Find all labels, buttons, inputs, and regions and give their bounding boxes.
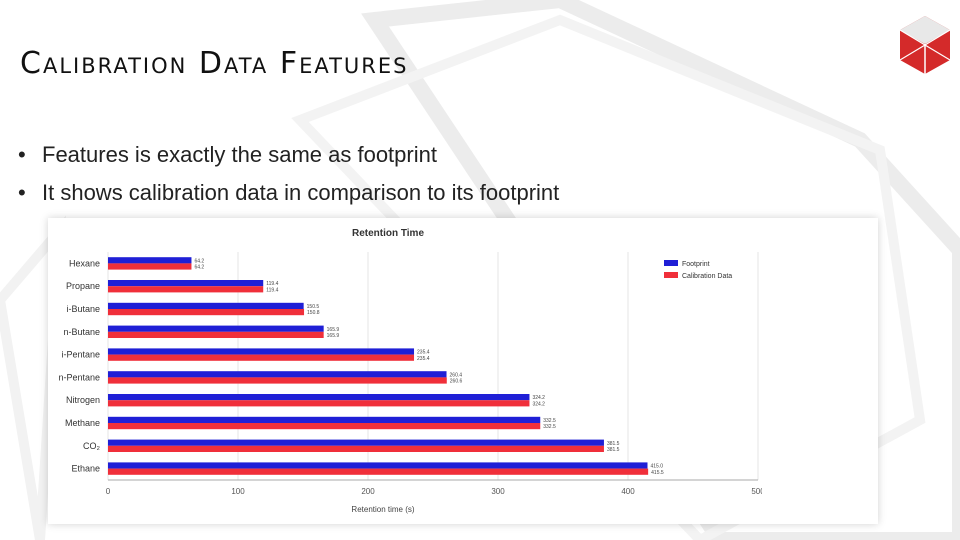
data-label: 332.5: [543, 424, 556, 430]
category-label: n-Butane: [63, 327, 100, 337]
bar-calibration: [108, 331, 324, 338]
bullet-text: Features is exactly the same as footprin…: [42, 142, 437, 167]
bar-footprint: [108, 462, 648, 469]
bullet-list: • Features is exactly the same as footpri…: [18, 136, 559, 212]
data-label: 381.5: [607, 441, 620, 447]
x-tick-label: 0: [106, 487, 111, 496]
slide-title: Calibration Data Features: [20, 46, 409, 81]
x-axis-label: Retention time (s): [351, 505, 414, 514]
bar-footprint: [108, 348, 415, 355]
category-label: Hexane: [69, 258, 100, 268]
bar-calibration: [108, 354, 415, 361]
category-label: i-Pentane: [61, 350, 100, 360]
data-label: 260.6: [450, 379, 463, 385]
data-label: 332.5: [543, 418, 556, 424]
data-label: 324.2: [532, 401, 545, 407]
chart-svg: Retention Time 0 100 200 300 400 500 Retention …: [58, 228, 762, 514]
bar-calibration: [108, 445, 604, 452]
x-tick-label: 400: [621, 487, 635, 496]
bar-footprint: [108, 416, 541, 423]
x-tick-label: 300: [491, 487, 505, 496]
x-tick-label: 500: [751, 487, 762, 496]
bar-calibration: [108, 400, 530, 407]
data-label: 119.4: [266, 287, 278, 293]
data-label: 150.8: [307, 310, 320, 316]
category-label: Propane: [66, 281, 100, 291]
bar-calibration: [108, 309, 305, 316]
data-label: 165.9: [327, 327, 340, 333]
bullet-item: • It shows calibration data in comparison…: [18, 180, 560, 205]
legend-label: Footprint: [682, 261, 710, 268]
data-label: 119.4: [266, 281, 278, 287]
x-tick-label: 100: [231, 487, 245, 496]
data-label: 415.5: [651, 470, 664, 476]
data-label: 165.9: [327, 333, 340, 339]
company-logo-icon: [899, 16, 951, 74]
bar-footprint: [108, 257, 192, 264]
data-label: 324.2: [532, 395, 545, 401]
bar-footprint: [108, 302, 304, 309]
bullet-text: It shows calibration data in comparison …: [42, 180, 560, 205]
data-label: 64.2: [194, 265, 204, 271]
data-label: 415.0: [651, 464, 664, 470]
category-label: n-Pentane: [58, 372, 100, 382]
bar-calibration: [108, 377, 447, 384]
category-label: i-Butane: [66, 304, 100, 314]
chart-title: Retention Time: [352, 228, 424, 239]
bar-footprint: [108, 280, 264, 287]
bar-footprint: [108, 394, 530, 401]
data-label: 235.4: [417, 356, 430, 362]
legend-swatch: [664, 272, 678, 278]
bar-calibration: [108, 263, 192, 270]
retention-time-chart: Retention Time 0 100 200 300 400 500 Retention …: [48, 218, 878, 524]
data-label: 235.4: [417, 350, 430, 356]
category-label: CO₂: [83, 441, 101, 451]
legend-label: Calibration Data: [682, 273, 732, 280]
data-label: 64.2: [194, 258, 204, 264]
bar-footprint: [108, 325, 324, 332]
category-label: Nitrogen: [66, 395, 100, 405]
bar-footprint: [108, 439, 604, 446]
category-label: Methane: [65, 418, 100, 428]
bar-calibration: [108, 468, 649, 475]
bar-calibration: [108, 423, 541, 430]
data-label: 381.5: [607, 447, 620, 453]
legend-swatch: [664, 260, 678, 266]
data-label: 150.5: [307, 304, 320, 310]
x-tick-label: 200: [361, 487, 375, 496]
bar-footprint: [108, 371, 447, 378]
data-label: 260.4: [450, 372, 463, 378]
bar-calibration: [108, 286, 264, 293]
category-label: Ethane: [71, 464, 100, 474]
bullet-item: • Features is exactly the same as footpri…: [18, 142, 437, 167]
